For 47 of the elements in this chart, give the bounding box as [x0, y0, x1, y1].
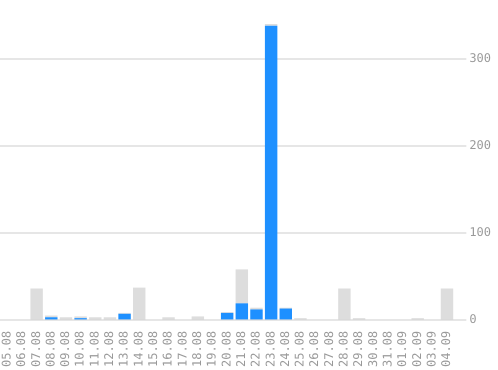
x-tick-label: 19.08 [204, 330, 219, 367]
x-tick-label: 31.08 [380, 330, 394, 367]
x-tick-label: 30.08 [366, 330, 380, 367]
x-tick-label: 12.08 [102, 330, 116, 367]
x-tick-label: 11.08 [87, 330, 102, 367]
x-tick-label: 23.08 [263, 330, 278, 367]
x-tick-label: 21.08 [234, 330, 248, 367]
x-tick-label: 10.08 [72, 330, 87, 367]
y-tick-label: 100 [469, 224, 492, 239]
x-tick-label: 26.08 [307, 330, 322, 367]
y-tick-label: 300 [469, 50, 492, 65]
bar [280, 308, 292, 320]
x-tick-label: 13.08 [116, 330, 131, 367]
y-tick-label: 200 [469, 138, 492, 152]
x-tick-label: 18.08 [190, 330, 204, 367]
y-tick-label: 0 [469, 312, 477, 326]
x-tick-label: 04.09 [439, 330, 454, 367]
x-tick-label: 06.08 [14, 330, 28, 367]
x-tick-label: 07.08 [28, 330, 43, 367]
bar [133, 288, 146, 320]
bar [220, 312, 234, 320]
x-tick-label: 25.08 [292, 330, 307, 367]
x-tick-label: 08.08 [43, 330, 58, 367]
x-tick-label: 28.08 [336, 330, 351, 367]
bar [264, 26, 278, 320]
bar [192, 316, 204, 320]
x-tick-label: 22.08 [248, 330, 263, 367]
x-tick-label: 17.08 [175, 330, 190, 367]
x-tick-label: 29.08 [351, 330, 366, 367]
x-tick-label: 01.09 [395, 330, 410, 367]
x-tick-label: 24.08 [278, 330, 292, 367]
bar [250, 309, 263, 320]
x-tick-label: 02.09 [410, 330, 424, 367]
x-tick-label: 20.08 [219, 330, 234, 367]
bar [440, 288, 454, 320]
x-tick-label: 05.08 [0, 330, 14, 367]
bar [338, 288, 351, 320]
x-tick-label: 14.08 [131, 330, 146, 367]
bar [236, 303, 248, 320]
bar [30, 288, 43, 320]
x-tick-label: 27.08 [322, 330, 336, 367]
bar [118, 314, 131, 320]
x-tick-label: 15.08 [146, 330, 160, 367]
x-tick-label: 03.09 [424, 330, 438, 367]
bar [236, 269, 248, 304]
x-tick-label: 09.08 [58, 330, 72, 367]
x-tick-label: 16.08 [160, 330, 175, 367]
